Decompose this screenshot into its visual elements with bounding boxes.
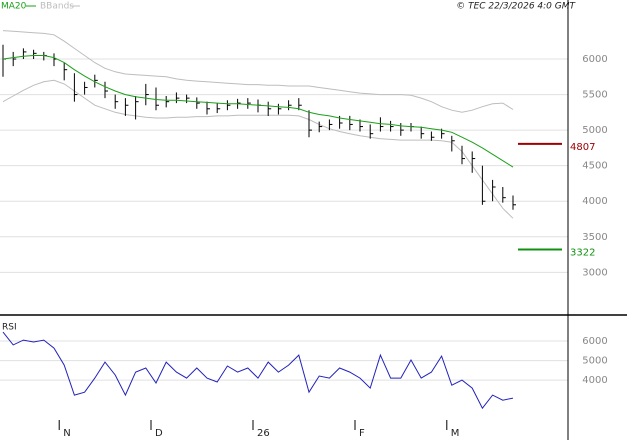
y-tick-label: 3500 [582, 232, 607, 243]
y-tick-label: 5000 [582, 125, 607, 136]
level-label: 3322 [570, 247, 595, 258]
ma20-line [2, 55, 514, 168]
y-tick-label: 4500 [582, 161, 607, 172]
y-tick-label: 5000 [582, 356, 607, 367]
y-tick-label: 3000 [582, 267, 607, 278]
x-tick-label: F [359, 428, 365, 439]
x-tick-label: M [451, 428, 460, 439]
x-tick-label: 26 [257, 428, 270, 439]
x-tick-label: D [155, 428, 163, 439]
bband-lower [2, 79, 514, 219]
legend-label: MA20 [1, 2, 27, 12]
rsi-line [2, 331, 514, 410]
rsi-title: RSI [2, 323, 17, 333]
chart-title: © TEC 22/3/2026 4:0 GMT [456, 2, 576, 12]
x-tick-label: N [63, 428, 70, 439]
y-tick-label: 4000 [582, 375, 607, 386]
level-label: 4807 [570, 142, 595, 153]
y-tick-label: 6000 [582, 54, 607, 65]
y-tick-label: 6000 [582, 336, 607, 347]
y-tick-label: 4000 [582, 196, 607, 207]
legend-label: BBands [40, 2, 74, 12]
bband-upper [2, 30, 514, 113]
y-tick-label: 5500 [582, 90, 607, 101]
